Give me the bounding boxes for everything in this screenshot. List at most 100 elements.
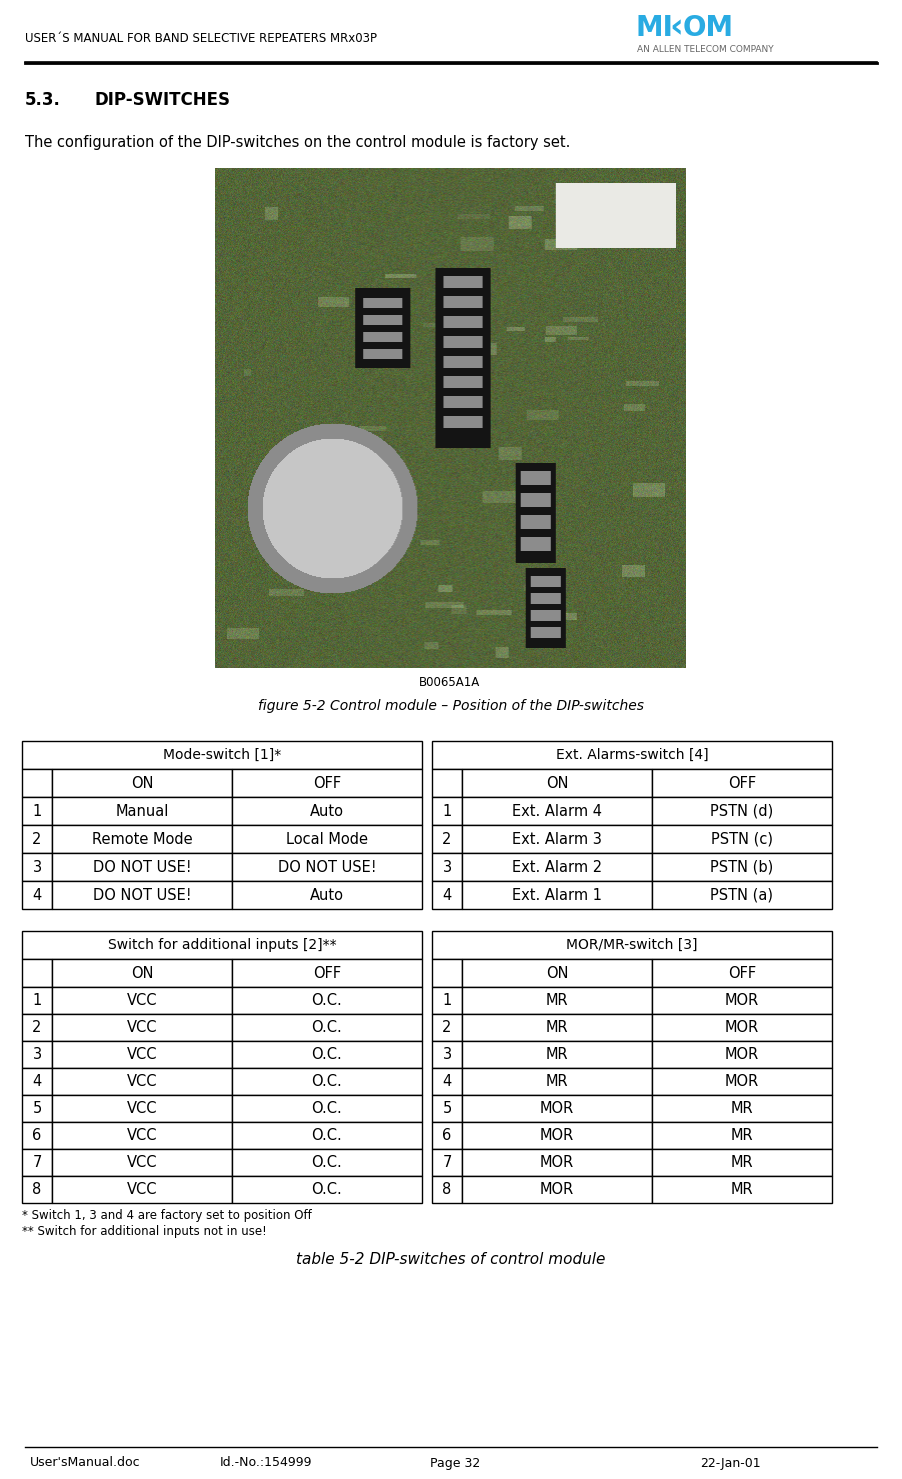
Text: 6: 6 xyxy=(442,1128,452,1143)
Text: Ext. Alarms-switch [4]: Ext. Alarms-switch [4] xyxy=(556,748,708,762)
Bar xyxy=(462,769,652,797)
Text: 2: 2 xyxy=(442,831,452,846)
Text: 5: 5 xyxy=(32,1100,41,1117)
Text: MOR: MOR xyxy=(540,1182,575,1197)
Text: O.C.: O.C. xyxy=(311,1074,343,1089)
Text: MI: MI xyxy=(635,13,673,41)
Text: PSTN (a): PSTN (a) xyxy=(711,887,774,902)
Bar xyxy=(52,1094,232,1123)
Text: MOR: MOR xyxy=(725,1047,759,1062)
Text: 22-Jan-01: 22-Jan-01 xyxy=(700,1457,760,1470)
Text: 1: 1 xyxy=(404,621,416,639)
Bar xyxy=(232,881,422,910)
Bar xyxy=(652,1041,832,1068)
Bar xyxy=(652,1123,832,1149)
Bar xyxy=(462,825,652,853)
Text: MR: MR xyxy=(731,1182,753,1197)
Text: 8: 8 xyxy=(442,1182,452,1197)
Text: OFF: OFF xyxy=(313,966,341,981)
Bar xyxy=(462,881,652,910)
Bar xyxy=(432,1068,462,1094)
Text: 4: 4 xyxy=(442,1074,452,1089)
Text: MOR: MOR xyxy=(725,1021,759,1035)
Bar xyxy=(52,958,232,986)
Text: 1: 1 xyxy=(32,803,41,818)
Text: Auto: Auto xyxy=(310,803,344,818)
Bar xyxy=(432,1176,462,1202)
Bar xyxy=(232,797,422,825)
Bar xyxy=(394,515,426,541)
Bar xyxy=(52,1041,232,1068)
Bar xyxy=(22,741,422,769)
Bar xyxy=(22,930,422,958)
Bar xyxy=(462,958,652,986)
Bar xyxy=(432,1149,462,1176)
Bar xyxy=(52,1176,232,1202)
Bar xyxy=(52,1068,232,1094)
Bar xyxy=(22,1094,52,1123)
Text: ON: ON xyxy=(546,775,568,790)
Text: MOR: MOR xyxy=(540,1100,575,1117)
Bar xyxy=(462,986,652,1015)
Bar xyxy=(52,986,232,1015)
Bar xyxy=(22,1149,52,1176)
Bar xyxy=(232,1149,422,1176)
Bar xyxy=(22,986,52,1015)
Text: DO NOT USE!: DO NOT USE! xyxy=(93,859,191,874)
Text: figure 5-2 Control module – Position of the DIP-switches: figure 5-2 Control module – Position of … xyxy=(258,700,644,713)
Bar xyxy=(232,1123,422,1149)
Text: ON: ON xyxy=(131,775,153,790)
Bar xyxy=(432,930,832,958)
Bar xyxy=(232,1176,422,1202)
Bar xyxy=(22,1015,52,1041)
Bar xyxy=(232,1015,422,1041)
Bar xyxy=(432,881,462,910)
Text: ON: ON xyxy=(131,966,153,981)
Text: ‹: ‹ xyxy=(669,12,683,44)
Bar xyxy=(22,1068,52,1094)
Text: PSTN (c): PSTN (c) xyxy=(711,831,773,846)
Text: MR: MR xyxy=(546,992,568,1009)
Bar xyxy=(432,1123,462,1149)
Text: DO NOT USE!: DO NOT USE! xyxy=(278,859,376,874)
Text: Id.-No.:154999: Id.-No.:154999 xyxy=(220,1457,312,1470)
Bar xyxy=(22,881,52,910)
Text: Ext. Alarm 1: Ext. Alarm 1 xyxy=(512,887,602,902)
Bar xyxy=(432,1094,462,1123)
Bar xyxy=(22,1123,52,1149)
Text: DO NOT USE!: DO NOT USE! xyxy=(93,887,191,902)
Bar xyxy=(22,825,52,853)
Text: MOR: MOR xyxy=(540,1128,575,1143)
Bar xyxy=(652,853,832,881)
Bar xyxy=(432,1041,462,1068)
Text: O.C.: O.C. xyxy=(311,1100,343,1117)
Bar xyxy=(22,1041,52,1068)
Bar xyxy=(232,958,422,986)
Bar xyxy=(432,741,832,769)
Bar xyxy=(52,881,232,910)
Text: AN ALLEN TELECOM COMPANY: AN ALLEN TELECOM COMPANY xyxy=(637,46,774,55)
Bar xyxy=(232,1041,422,1068)
Text: 1: 1 xyxy=(442,992,452,1009)
Text: O.C.: O.C. xyxy=(311,1021,343,1035)
Bar xyxy=(432,825,462,853)
Text: MOR/MR-switch [3]: MOR/MR-switch [3] xyxy=(566,938,698,952)
Text: VCC: VCC xyxy=(127,1100,157,1117)
Text: MOR: MOR xyxy=(725,992,759,1009)
Text: VCC: VCC xyxy=(127,1047,157,1062)
Bar xyxy=(409,389,441,417)
Bar xyxy=(52,769,232,797)
Bar xyxy=(432,986,462,1015)
Text: O.C.: O.C. xyxy=(311,1182,343,1197)
Text: Ext. Alarm 3: Ext. Alarm 3 xyxy=(512,831,602,846)
Text: VCC: VCC xyxy=(127,1182,157,1197)
Bar xyxy=(52,1015,232,1041)
Text: 4: 4 xyxy=(32,887,41,902)
Bar xyxy=(52,797,232,825)
Text: 5: 5 xyxy=(442,1100,452,1117)
Text: O.C.: O.C. xyxy=(311,1155,343,1170)
Text: VCC: VCC xyxy=(127,1155,157,1170)
Text: 5.3.: 5.3. xyxy=(25,92,60,109)
Text: 2: 2 xyxy=(404,519,416,537)
Text: 7: 7 xyxy=(442,1155,452,1170)
